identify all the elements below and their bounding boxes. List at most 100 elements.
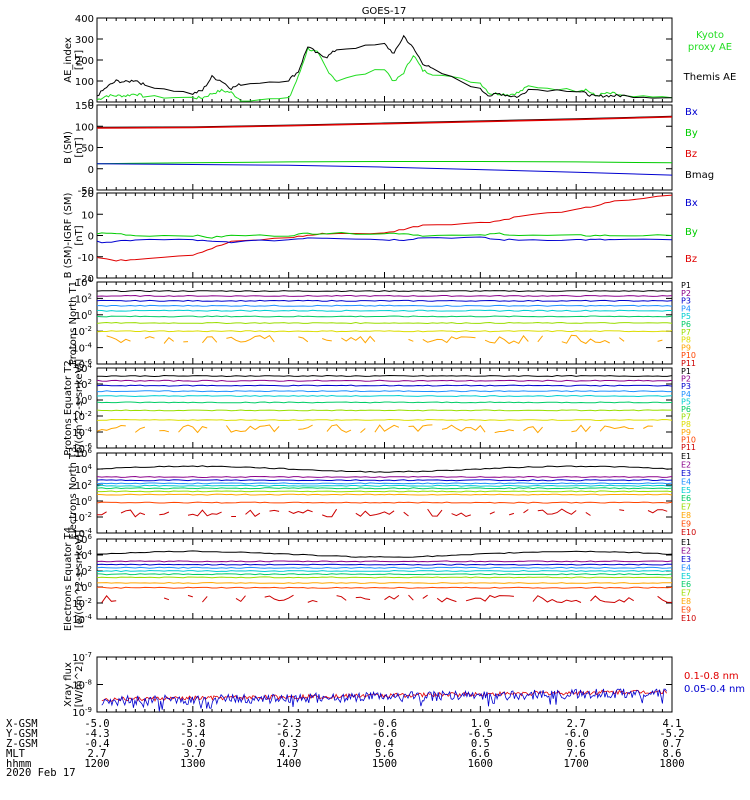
y-tick-label: 10 (81, 210, 94, 221)
series-e8 (96, 493, 673, 496)
y-tick-label: 102 (75, 292, 92, 305)
series-p8 (96, 418, 673, 422)
series-e10 (288, 509, 313, 514)
panel-b-minus-igrf: -20 -10 0 10 20 B (SM)-IGRF (SM) [nT] Bx By Bz (63, 189, 698, 285)
y-tick-label: 200 (75, 56, 94, 67)
series-p6 (96, 401, 673, 404)
footer-row-label: hhmm (6, 758, 31, 770)
legend-entry: E7 (681, 589, 691, 598)
legend-entry: E5 (681, 572, 691, 581)
legend-entry: E3 (681, 469, 691, 478)
date-label: 2020 Feb 17 (6, 767, 76, 779)
y-tick-label: 10-2 (72, 511, 92, 524)
series-p2 (96, 379, 673, 382)
panel-frame (96, 367, 673, 449)
legend-entry: P10 (681, 351, 696, 360)
series-p9 (163, 337, 175, 344)
footer-value: -2.3 (276, 718, 301, 730)
legend-entry: E6 (681, 580, 691, 589)
legend-entry: E1 (681, 452, 691, 461)
legend-entry: P6 (681, 320, 691, 329)
footer-value: -6.0 (564, 728, 589, 740)
series-bx (96, 163, 673, 176)
series-p9 (341, 335, 376, 344)
series-bz (96, 194, 673, 262)
legend-entry: P11 (681, 443, 696, 452)
y-tick-label: -20 (78, 274, 94, 285)
footer-value: 1700 (564, 758, 589, 770)
y-axis-label: AE_index (63, 37, 74, 83)
legend-entry: E8 (681, 597, 691, 606)
series-e10 (101, 594, 117, 603)
series-p7 (96, 321, 673, 325)
y-tick-label: 100 (75, 122, 94, 133)
series-e6 (96, 573, 673, 576)
footer-value: 2.7 (567, 718, 586, 730)
series-e2 (96, 560, 673, 563)
y-axis-label: Protons Equator T2 (63, 360, 74, 456)
series-p9 (599, 425, 634, 432)
series-e10 (451, 512, 471, 518)
legend-entry: E4 (681, 477, 691, 486)
series-p9 (537, 335, 543, 343)
legend-entry: P8 (681, 336, 691, 345)
footer-value: 1300 (180, 758, 205, 770)
series-e10 (202, 596, 208, 603)
footer-value: 1500 (372, 758, 397, 770)
legend-entry: P4 (681, 390, 691, 399)
legend-entry: P9 (681, 343, 691, 352)
footer-row-label: X-GSM (6, 718, 38, 730)
y-tick-label: 10-4 (72, 426, 92, 439)
legend-entry: E2 (681, 546, 691, 555)
y-tick-label: 100 (75, 495, 92, 508)
footer-value: 3.7 (183, 748, 202, 760)
series-e10 (187, 594, 193, 598)
series-p9 (326, 424, 352, 433)
footer-value: 1200 (84, 758, 109, 770)
y-tick-label: 10-9 (72, 706, 92, 719)
series-e10 (537, 508, 577, 515)
y-tick-label: 104 (75, 276, 93, 289)
y-tick-label: 10-4 (72, 342, 92, 355)
series-e5 (96, 484, 673, 487)
footer-value: 8.6 (663, 748, 682, 760)
panel-frame (96, 656, 673, 713)
y-tick-label: 100 (75, 309, 92, 322)
legend-entry: By (685, 227, 698, 238)
legend-entry: By (685, 128, 698, 139)
series-e1 (96, 550, 673, 558)
legend-entry: E10 (681, 528, 696, 537)
legend-entry: P2 (681, 375, 691, 384)
y-tick-label: 10-2 (72, 597, 92, 610)
series-e10 (532, 595, 582, 604)
series-p9 (225, 424, 280, 433)
series-p9 (408, 424, 433, 432)
series-p2 (96, 294, 673, 297)
y-tick-label: 104 (75, 362, 93, 375)
legend-entry: E3 (681, 555, 691, 564)
series-e10 (269, 509, 280, 512)
footer-value: -4.3 (84, 728, 109, 740)
series-e10 (422, 594, 428, 599)
footer-value: 0.3 (279, 738, 298, 750)
series-p9 (159, 429, 170, 433)
legend-entry: E6 (681, 494, 691, 503)
panel-b-sm: -50 0 50 100 150 B (SM) [nT] Bx By Bz Bmag (63, 101, 714, 197)
footer-value: 7.6 (567, 748, 586, 760)
legend-entry: Bx (685, 107, 698, 118)
series-e10 (647, 509, 668, 514)
legend-entry: Bz (685, 254, 697, 265)
series-p9 (134, 426, 146, 433)
series-e7 (96, 576, 672, 579)
series-e10 (120, 509, 146, 518)
series-p9 (298, 336, 309, 343)
legend-entry: E4 (681, 563, 691, 572)
y-tick-label: 102 (75, 565, 92, 578)
footer-value: -6.2 (276, 728, 301, 740)
series-p9 (202, 336, 218, 344)
series-p9 (441, 424, 486, 433)
series-e2 (96, 475, 673, 479)
series-p5 (96, 394, 673, 398)
